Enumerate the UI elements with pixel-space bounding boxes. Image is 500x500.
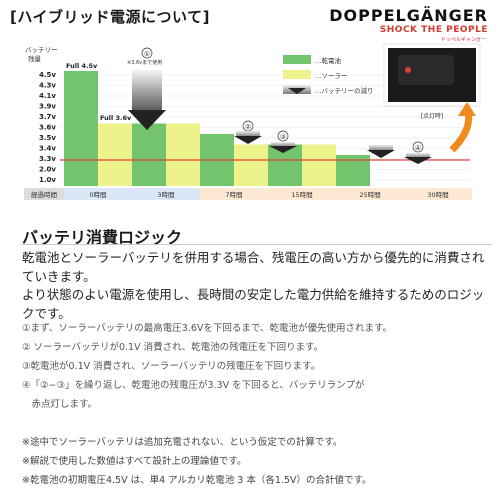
time-row-label: 経過時間	[31, 190, 57, 199]
label-note-1: ※3.6vまで使用	[127, 59, 162, 66]
time-cell-label: 3時間	[157, 191, 174, 199]
photo-caption: [点灯時]	[421, 112, 444, 120]
step-1-circle	[141, 47, 153, 59]
svg-text:④: ④	[415, 144, 421, 152]
step-1-text: ①まず、ソーラーバッテリの最高電圧3.6Vを下回るまで、乾電池が優先使用されます…	[22, 323, 393, 334]
label-full-dry: Full 4.5v	[66, 62, 98, 70]
bar-solar-3	[302, 144, 336, 186]
time-cell-bg	[336, 188, 404, 200]
label-full-solar: Full 3.6v	[100, 114, 132, 122]
y-tick-label: 3.7v	[39, 113, 56, 121]
note-2: ※解説で使用した数値はすべて設計上の理論値です。	[22, 456, 247, 467]
y-tick-label: 4.1v	[39, 92, 56, 100]
page-header-title: [ハイブリッド電源について]	[10, 8, 210, 26]
step-3-marker: ③	[269, 130, 297, 153]
bar-dry-1	[132, 123, 166, 186]
bar-solar-0	[98, 123, 132, 186]
step-1-label: ①	[144, 50, 150, 58]
paragraph-2: より状態のよい電源を使用し、長時間の安定した電力供給を維持するためのロジックです…	[22, 287, 485, 321]
time-cell-label: 0時間	[89, 191, 106, 199]
time-row-header	[24, 188, 64, 200]
step-4-marker: ④	[404, 141, 432, 164]
time-cell-bg	[268, 188, 336, 200]
y-tick-label: 3.5v	[39, 134, 56, 142]
svg-text:③: ③	[280, 133, 286, 141]
y-tick-label: 3.4v	[39, 145, 56, 153]
time-cell-bg	[64, 188, 132, 200]
brand-logo: DOPPELGÄNGER	[329, 6, 488, 25]
drain-arrow-body	[132, 70, 162, 112]
y-tick-label: 4.5v	[39, 71, 56, 79]
y-tick-label: 3.3v	[39, 155, 56, 163]
paragraph-1: 乾電池とソーラーバッテリを併用する場合、残電圧の高い方から優先的に消費されていき…	[22, 250, 485, 284]
bar-solar-1	[166, 123, 200, 186]
legend-dry-label: …乾電池	[315, 56, 342, 65]
y-tick-label: 4.3v	[39, 82, 56, 90]
drain-arrow-head	[128, 110, 166, 130]
legend-drain-label: …バッテリーの減り	[315, 86, 374, 95]
highlight-arrow	[449, 111, 473, 153]
note-3: ※乾電池の初期電圧4.5V は、単4 アルカリ乾電池 3 本（各1.5V）の合計…	[22, 475, 372, 486]
time-cell-bg	[200, 188, 268, 200]
legend-solar-swatch	[283, 70, 311, 79]
y-tick-label: 2.0v	[39, 166, 56, 174]
section-title: バッテリ消費ロジック	[22, 228, 183, 247]
legend-solar-label: …ソーラー	[315, 72, 348, 80]
time-cell-label: 7時間	[225, 191, 242, 199]
time-cell-bg	[132, 188, 200, 200]
chart-bars	[64, 71, 370, 186]
step-4-text: ④「②−③」を繰り返し、乾電池の残電圧が3.3V を下回ると、バッテリランプが	[22, 380, 365, 391]
device-body	[398, 55, 454, 85]
brand-tagline-sub: ドッペルギャンガー	[440, 37, 486, 43]
step-2b-marker	[367, 145, 395, 158]
brand-tagline: SHOCK THE PEOPLE	[379, 25, 488, 35]
battery-chart: バッテリー 残量 4.5v 4.3v 4.1v 3.9v 3.7v 3.6v 3.5v 3.4…	[24, 43, 481, 200]
time-cell-bg	[404, 188, 472, 200]
device-led	[405, 67, 411, 73]
step-2-text: ② ソーラーバッテリが0.1V 消費され、乾電池の残電圧を下回ります。	[22, 342, 324, 353]
time-cell-label: 25時間	[359, 191, 380, 199]
y-tick-label: 3.9v	[39, 103, 56, 111]
note-1: ※途中でソーラーバッテリは追加充電されない、という仮定での計算です。	[22, 437, 343, 448]
bar-solar-2	[234, 144, 268, 186]
svg-text:②: ②	[245, 123, 251, 131]
time-cell-label: 15時間	[291, 191, 312, 199]
y-tick-label: 3.6v	[39, 124, 56, 132]
y-axis-ticks: 4.5v 4.3v 4.1v 3.9v 3.7v 3.6v 3.5v 3.4v 3.3v 2.0v…	[39, 71, 56, 184]
section-divider	[22, 244, 492, 245]
y-axis-title-line2: 残量	[28, 54, 42, 63]
step-4-text-cont: 赤点灯します。	[22, 399, 98, 410]
y-axis-title-line1: バッテリー	[25, 46, 58, 54]
step-2-marker: ②	[234, 120, 262, 144]
bar-dry-0	[64, 71, 98, 186]
y-tick-label: 1.0v	[39, 176, 56, 184]
time-axis-row: 経過時間 0時間 3時間 7時間 15時間 25時間 30時間	[24, 188, 472, 200]
step-3-text: ③乾電池が0.1V 消費され、ソーラーバッテリの残電圧を下回ります。	[22, 361, 321, 372]
time-cell-label: 30時間	[427, 191, 448, 199]
legend-dry-swatch	[283, 55, 311, 64]
